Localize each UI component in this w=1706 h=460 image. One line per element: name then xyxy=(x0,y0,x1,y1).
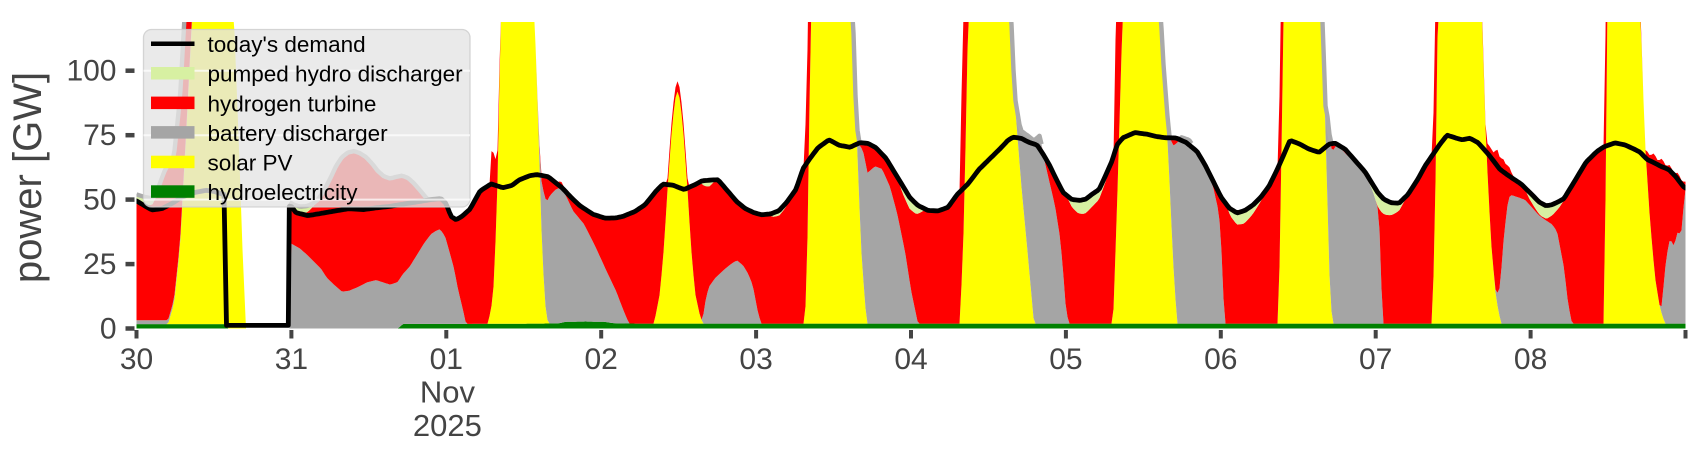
svg-text:pumped hydro discharger: pumped hydro discharger xyxy=(208,62,464,87)
svg-text:75: 75 xyxy=(83,119,116,152)
svg-text:50: 50 xyxy=(83,184,116,217)
svg-text:solar PV: solar PV xyxy=(208,150,293,175)
svg-text:100: 100 xyxy=(66,55,116,88)
svg-text:08: 08 xyxy=(1514,343,1547,376)
svg-text:power [GW]: power [GW] xyxy=(6,72,50,283)
svg-text:03: 03 xyxy=(739,343,772,376)
svg-text:today's demand: today's demand xyxy=(208,32,366,57)
svg-text:06: 06 xyxy=(1204,343,1237,376)
svg-text:02: 02 xyxy=(585,343,618,376)
svg-text:07: 07 xyxy=(1359,343,1392,376)
svg-text:0: 0 xyxy=(100,313,117,346)
svg-text:31: 31 xyxy=(275,343,308,376)
svg-text:Nov: Nov xyxy=(420,375,476,410)
svg-text:2025: 2025 xyxy=(413,408,482,443)
svg-text:hydroelectricity: hydroelectricity xyxy=(208,180,359,205)
svg-text:04: 04 xyxy=(894,343,927,376)
svg-text:05: 05 xyxy=(1049,343,1082,376)
svg-text:01: 01 xyxy=(430,343,463,376)
svg-text:battery discharger: battery discharger xyxy=(208,121,389,146)
svg-text:hydrogen turbine: hydrogen turbine xyxy=(208,91,377,116)
svg-text:25: 25 xyxy=(83,248,116,281)
svg-text:30: 30 xyxy=(120,343,153,376)
